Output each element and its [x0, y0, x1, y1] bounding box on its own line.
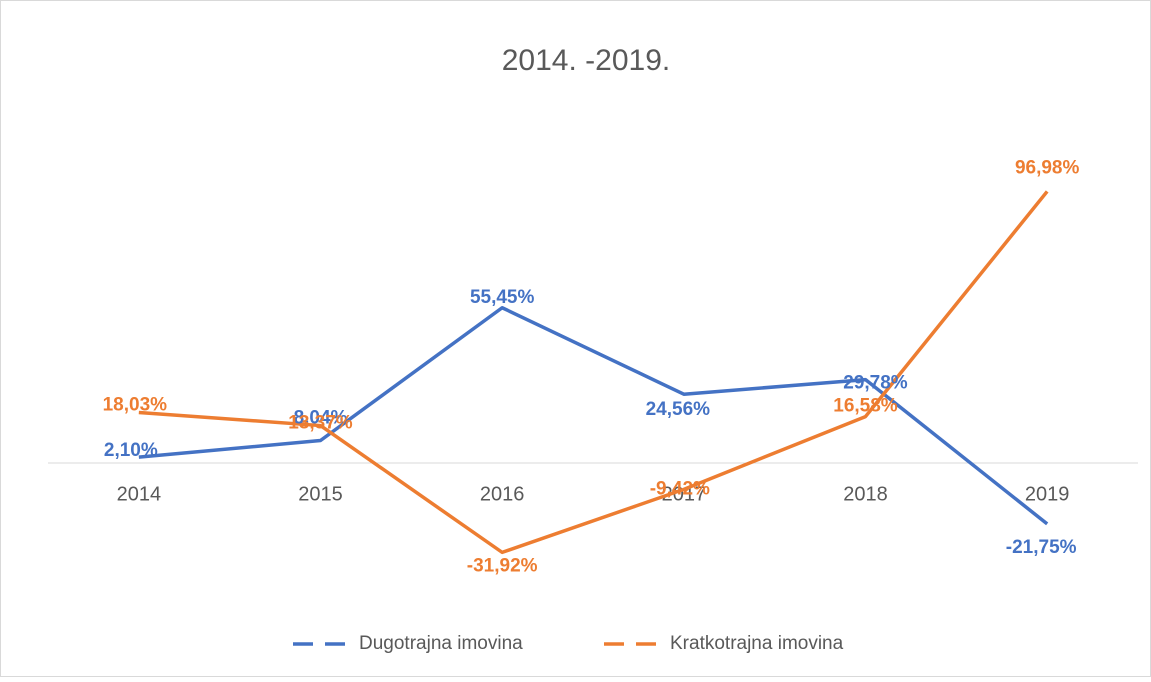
data-label: 8,04%	[294, 408, 348, 429]
x-tick-label: 2019	[1025, 483, 1070, 505]
series-line	[138, 305, 1049, 526]
x-tick-label: 2014	[117, 483, 162, 505]
data-label: 2,10%	[104, 440, 158, 461]
legend-label: Dugotrajna imovina	[359, 633, 523, 654]
data-label: 24,56%	[646, 399, 711, 420]
data-label: -31,92%	[467, 555, 538, 576]
data-label: -21,75%	[1006, 537, 1077, 558]
x-tick-label: 2017	[662, 483, 707, 505]
series-line	[138, 190, 1049, 555]
data-label: 16,58%	[833, 396, 898, 417]
data-label: 13,37%	[288, 413, 353, 434]
data-label: 55,45%	[470, 287, 535, 308]
x-tick-label: 2018	[843, 483, 888, 505]
legend-label: Kratkotrajna imovina	[670, 633, 844, 654]
x-tick-label: 2016	[480, 483, 525, 505]
x-tick-label: 2015	[298, 483, 343, 505]
data-label: -9,42%	[650, 478, 710, 499]
data-label: 29,78%	[843, 373, 908, 394]
data-label: 18,03%	[103, 395, 168, 416]
data-label: 96,98%	[1015, 157, 1080, 178]
chart-title: 2014. -2019.	[502, 44, 670, 77]
